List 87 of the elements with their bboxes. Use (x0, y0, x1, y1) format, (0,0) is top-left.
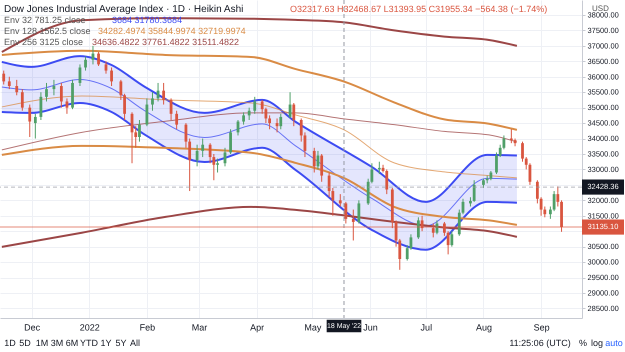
candlestick (229, 128, 232, 154)
annotation: Env 128 1562.5 close (4, 26, 91, 36)
x-tick-label: Aug (476, 322, 492, 332)
candlestick (300, 118, 303, 142)
candlestick (216, 158, 219, 174)
candlestick (175, 110, 178, 130)
text: 5D (19, 338, 32, 348)
x-tick-label: Apr (250, 322, 264, 332)
text: 3M (50, 338, 64, 348)
candlestick (248, 107, 251, 121)
candlestick (212, 153, 216, 181)
text: auto (605, 338, 623, 348)
annotation: 34636.4822 37761.4822 31511.4822 (92, 37, 239, 47)
candlestick (316, 150, 320, 170)
candlestick (162, 82, 166, 106)
candlestick (60, 82, 63, 108)
text: % (578, 338, 588, 348)
x-tick-label: 2022 (80, 322, 100, 332)
candlestick (201, 138, 204, 158)
candlestick (138, 120, 141, 142)
text: 11:25:06 (UTC) (509, 338, 571, 348)
candlestick (28, 104, 32, 138)
candlestick (52, 79, 56, 96)
candlestick (20, 88, 24, 112)
candlestick (2, 70, 6, 85)
annotation: Env 256 3125 close (4, 37, 84, 47)
annotation: 34282.4974 35844.9974 32719.9974 (98, 26, 246, 36)
text: 6M (66, 338, 78, 348)
x-tick-label: Dec (24, 322, 41, 332)
candlestick (130, 112, 134, 164)
text: 1Y (100, 338, 112, 348)
candlestick (502, 134, 506, 150)
candlestick (328, 172, 331, 198)
candlestick (45, 82, 48, 102)
candlestick (482, 178, 485, 188)
candlestick (40, 92, 42, 121)
candlestick (104, 60, 108, 74)
candlestick (236, 120, 240, 136)
text: 1D (4, 338, 16, 348)
candlestick (288, 92, 292, 119)
line-series (0, 50, 518, 131)
candlestick (370, 162, 374, 184)
candlestick (292, 102, 296, 127)
candlestick (410, 234, 412, 250)
chart-title: Dow Jones Industrial Average Index · 1D · Heikin Ashi (4, 4, 244, 15)
candlestick (196, 144, 198, 167)
candlestick (489, 170, 492, 181)
x-tick-label: Mar (192, 322, 208, 332)
candlestick (416, 216, 420, 240)
text: 1M (36, 338, 48, 348)
candlestick (110, 66, 113, 87)
candlestick (331, 187, 334, 216)
candlestick (145, 98, 148, 127)
x-tick-label: Jul (420, 322, 432, 332)
x-tick-label: Jun (363, 322, 378, 332)
candlestick (92, 45, 94, 65)
line-series (0, 144, 518, 226)
text: USD (592, 4, 610, 13)
text: All (130, 338, 140, 348)
candlestick (304, 132, 306, 158)
line-series (0, 102, 518, 251)
candlestick (66, 98, 68, 114)
text: 5Y (115, 338, 127, 348)
candlestick (208, 142, 212, 164)
candlestick (78, 64, 82, 87)
candlestick (151, 92, 154, 112)
candlestick (406, 244, 409, 262)
candlestick (436, 220, 438, 235)
candlestick (224, 147, 226, 167)
line-series (0, 17, 518, 54)
line-series (0, 55, 518, 203)
annotation: O32317.63 H32468.67 L31393.95 C31955.34 −564.38 (−1.74%) (290, 4, 548, 14)
candlestick (97, 52, 100, 66)
candlestick (156, 82, 160, 102)
candlestick (344, 201, 348, 224)
x-tick-label: Feb (140, 322, 156, 332)
candlestick (312, 147, 316, 174)
x-tick-label: Sep (534, 322, 550, 332)
candlestick (170, 98, 172, 121)
text: YTD (80, 338, 98, 348)
x-tick-label: May (304, 322, 322, 332)
text: log (590, 338, 604, 348)
candlestick (357, 200, 360, 224)
candlestick (528, 162, 532, 186)
candlestick (242, 112, 245, 126)
candlestick (276, 118, 278, 133)
candlestick (84, 56, 87, 72)
